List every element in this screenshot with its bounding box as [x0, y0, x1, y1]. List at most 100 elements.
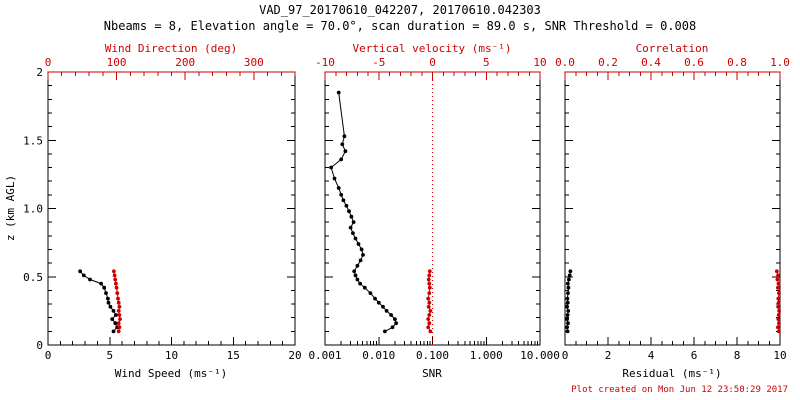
marker-residual: [565, 281, 570, 286]
marker-residual: [566, 321, 570, 326]
marker-snr-profile: [376, 300, 381, 305]
svg-text:2: 2: [605, 349, 612, 362]
marker-correlation: [774, 269, 779, 274]
marker-snr-profile: [351, 231, 355, 236]
svg-text:4: 4: [648, 349, 655, 362]
marker-residual: [566, 291, 570, 295]
svg-text:20: 20: [288, 349, 301, 362]
svg-text:0.6: 0.6: [684, 56, 704, 69]
marker-residual: [565, 300, 570, 305]
svg-text:0: 0: [36, 339, 43, 352]
marker-vertical-velocity: [427, 281, 432, 286]
x-axis-label-vertical-velocity: Vertical velocity (ms⁻¹): [353, 42, 512, 55]
svg-text:0: 0: [429, 56, 436, 69]
marker-vertical-velocity: [427, 300, 432, 305]
marker-residual: [567, 277, 571, 282]
svg-text:0.2: 0.2: [598, 56, 618, 69]
marker-snr-profile: [343, 149, 348, 154]
marker-wind-speed: [114, 313, 118, 317]
marker-snr-profile: [362, 285, 367, 290]
svg-text:0: 0: [45, 349, 52, 362]
marker-residual: [565, 317, 569, 321]
marker-wind-speed: [111, 329, 116, 334]
svg-text:6: 6: [691, 349, 698, 362]
svg-text:0.010: 0.010: [362, 349, 395, 362]
svg-text:0: 0: [45, 56, 52, 69]
svg-text:100: 100: [107, 56, 127, 69]
marker-snr-profile: [355, 263, 360, 268]
marker-snr-profile: [373, 296, 377, 301]
marker-residual: [565, 313, 570, 317]
marker-snr-profile: [355, 277, 360, 282]
marker-vertical-velocity: [426, 296, 431, 301]
marker-wind-direction: [112, 269, 116, 274]
svg-text:0.001: 0.001: [308, 349, 341, 362]
marker-snr-profile: [336, 90, 341, 95]
marker-wind-speed: [78, 269, 82, 274]
marker-vertical-velocity: [427, 313, 432, 317]
marker-correlation: [777, 309, 781, 313]
marker-wind-direction: [116, 309, 121, 313]
panel-box-wind-speed-direction: [47, 71, 296, 346]
svg-text:0: 0: [562, 349, 569, 362]
marker-snr-profile: [341, 198, 346, 203]
marker-snr-profile: [329, 165, 333, 170]
marker-wind-direction: [115, 291, 120, 295]
marker-correlation: [777, 321, 781, 326]
marker-vertical-velocity: [427, 321, 432, 326]
marker-residual: [565, 329, 570, 334]
marker-snr-profile: [353, 236, 358, 241]
svg-text:-10: -10: [315, 56, 335, 69]
marker-correlation: [777, 329, 781, 334]
marker-wind-speed: [81, 273, 86, 278]
marker-snr-profile: [383, 329, 387, 334]
marker-snr-profile: [390, 325, 395, 330]
svg-text:2: 2: [36, 66, 43, 79]
svg-text:0.0: 0.0: [555, 56, 575, 69]
marker-snr-profile: [349, 214, 354, 219]
marker-wind-speed: [88, 277, 92, 282]
marker-residual: [567, 273, 572, 278]
marker-correlation: [776, 285, 780, 290]
marker-snr-profile: [344, 203, 349, 208]
marker-residual: [565, 325, 569, 330]
marker-wind-direction: [116, 300, 121, 305]
marker-snr-profile: [359, 247, 364, 252]
marker-wind-speed: [106, 296, 110, 301]
marker-snr-profile: [339, 192, 344, 197]
x-axis-label-correlation: Correlation: [636, 42, 709, 55]
marker-vertical-velocity: [426, 325, 431, 330]
marker-vertical-velocity: [427, 291, 432, 295]
series-line-wind-speed: [79, 270, 118, 332]
marker-snr-profile: [356, 242, 361, 246]
x-axis-label-snr: SNR: [422, 367, 442, 380]
svg-text:300: 300: [244, 56, 264, 69]
marker-wind-direction: [114, 285, 119, 290]
marker-wind-direction: [113, 277, 118, 282]
plot-title: VAD_97_20170610_042207, 20170610.042303: [259, 3, 541, 17]
series-line-snr-profile: [330, 92, 397, 332]
marker-snr-profile: [368, 291, 373, 295]
marker-snr-profile: [351, 220, 356, 225]
svg-text:0.4: 0.4: [641, 56, 661, 69]
marker-snr-profile: [340, 142, 345, 147]
svg-text:5: 5: [483, 56, 490, 69]
marker-correlation: [776, 300, 781, 305]
marker-wind-direction: [114, 281, 118, 286]
svg-text:10.000: 10.000: [520, 349, 560, 362]
marker-residual: [568, 269, 573, 274]
marker-wind-speed: [111, 309, 116, 313]
marker-vertical-velocity: [426, 304, 431, 309]
svg-text:8: 8: [734, 349, 741, 362]
marker-snr-profile: [393, 317, 397, 321]
marker-vertical-velocity: [427, 273, 432, 278]
marker-snr-profile: [339, 157, 344, 162]
marker-correlation: [775, 277, 780, 282]
marker-correlation: [776, 273, 780, 278]
x-axis-label-wind-direction: Wind Direction (deg): [105, 42, 237, 55]
svg-text:10: 10: [165, 349, 178, 362]
marker-residual: [566, 285, 571, 290]
svg-text:1.0: 1.0: [770, 56, 790, 69]
